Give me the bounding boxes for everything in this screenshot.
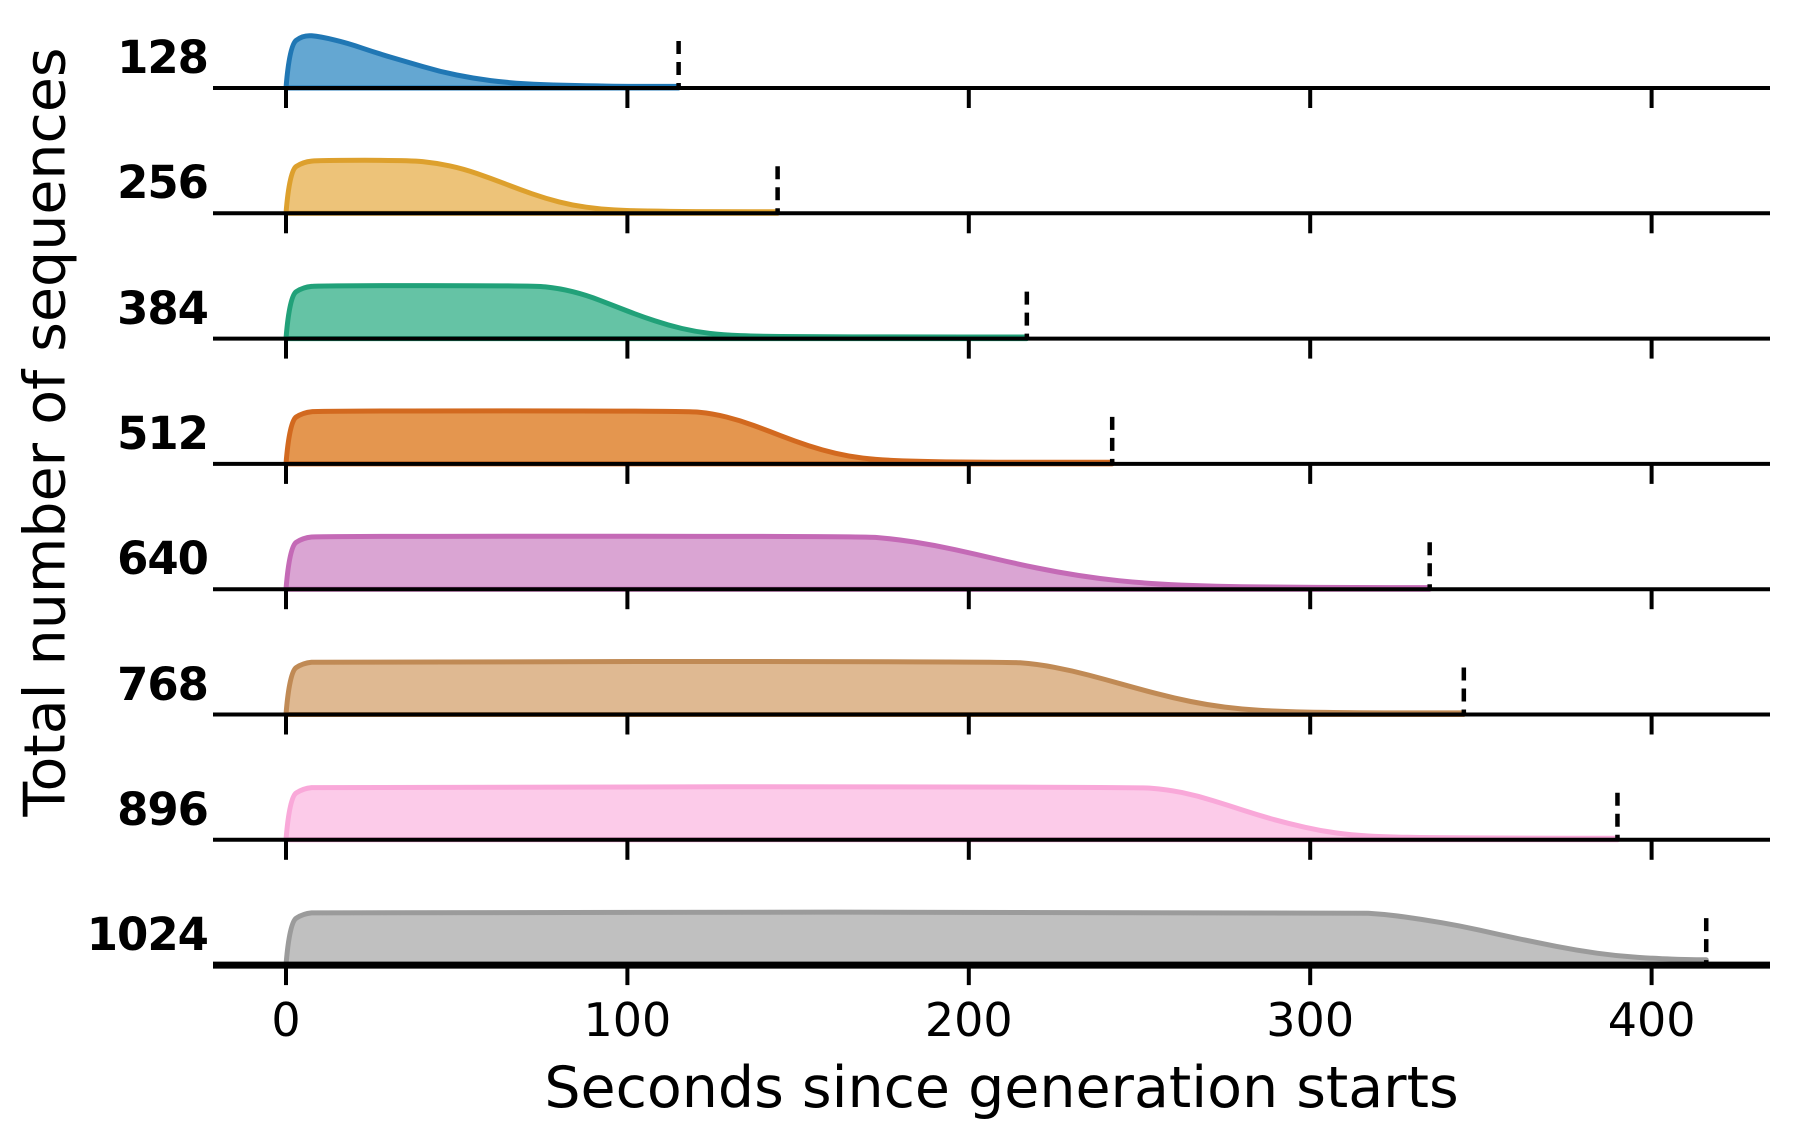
row-label-512: 512 <box>117 406 209 460</box>
area-curve-1024 <box>283 909 1709 968</box>
y-axis-title: Total number of sequences <box>12 47 79 817</box>
x-axis-tick-label-300: 300 <box>1266 993 1355 1048</box>
ridge-row-640 <box>213 533 1770 610</box>
x-axis-tick-label-100: 100 <box>583 993 672 1048</box>
area-curve-640 <box>283 533 1433 592</box>
ridge-row-768 <box>213 659 1770 735</box>
area-curve-384 <box>283 283 1030 342</box>
row-label-1024: 1024 <box>86 908 209 962</box>
ridge-row-256 <box>213 157 1770 234</box>
x-axis-tick-label-400: 400 <box>1607 993 1696 1048</box>
row-label-128: 128 <box>117 31 209 84</box>
ridge-row-512 <box>213 408 1770 484</box>
area-curve-768 <box>283 659 1467 717</box>
x-axis-tick-label-0: 0 <box>271 993 301 1048</box>
area-curve-512 <box>283 408 1115 467</box>
row-label-384: 384 <box>117 281 209 335</box>
area-curve-256 <box>283 157 781 216</box>
x-axis-tick-label-200: 200 <box>924 993 1013 1048</box>
area-curve-128 <box>283 33 682 91</box>
area-curve-896 <box>283 784 1620 843</box>
row-label-768: 768 <box>117 657 209 711</box>
ridge-row-384 <box>213 283 1770 359</box>
row-label-896: 896 <box>117 782 209 836</box>
x-axis-title: Seconds since generation starts <box>544 1055 1459 1122</box>
ridge-row-1024 <box>213 909 1770 986</box>
row-label-256: 256 <box>117 156 209 210</box>
ridge-row-128 <box>213 33 1770 108</box>
ridge-row-896 <box>213 784 1770 860</box>
row-label-640: 640 <box>117 532 209 586</box>
